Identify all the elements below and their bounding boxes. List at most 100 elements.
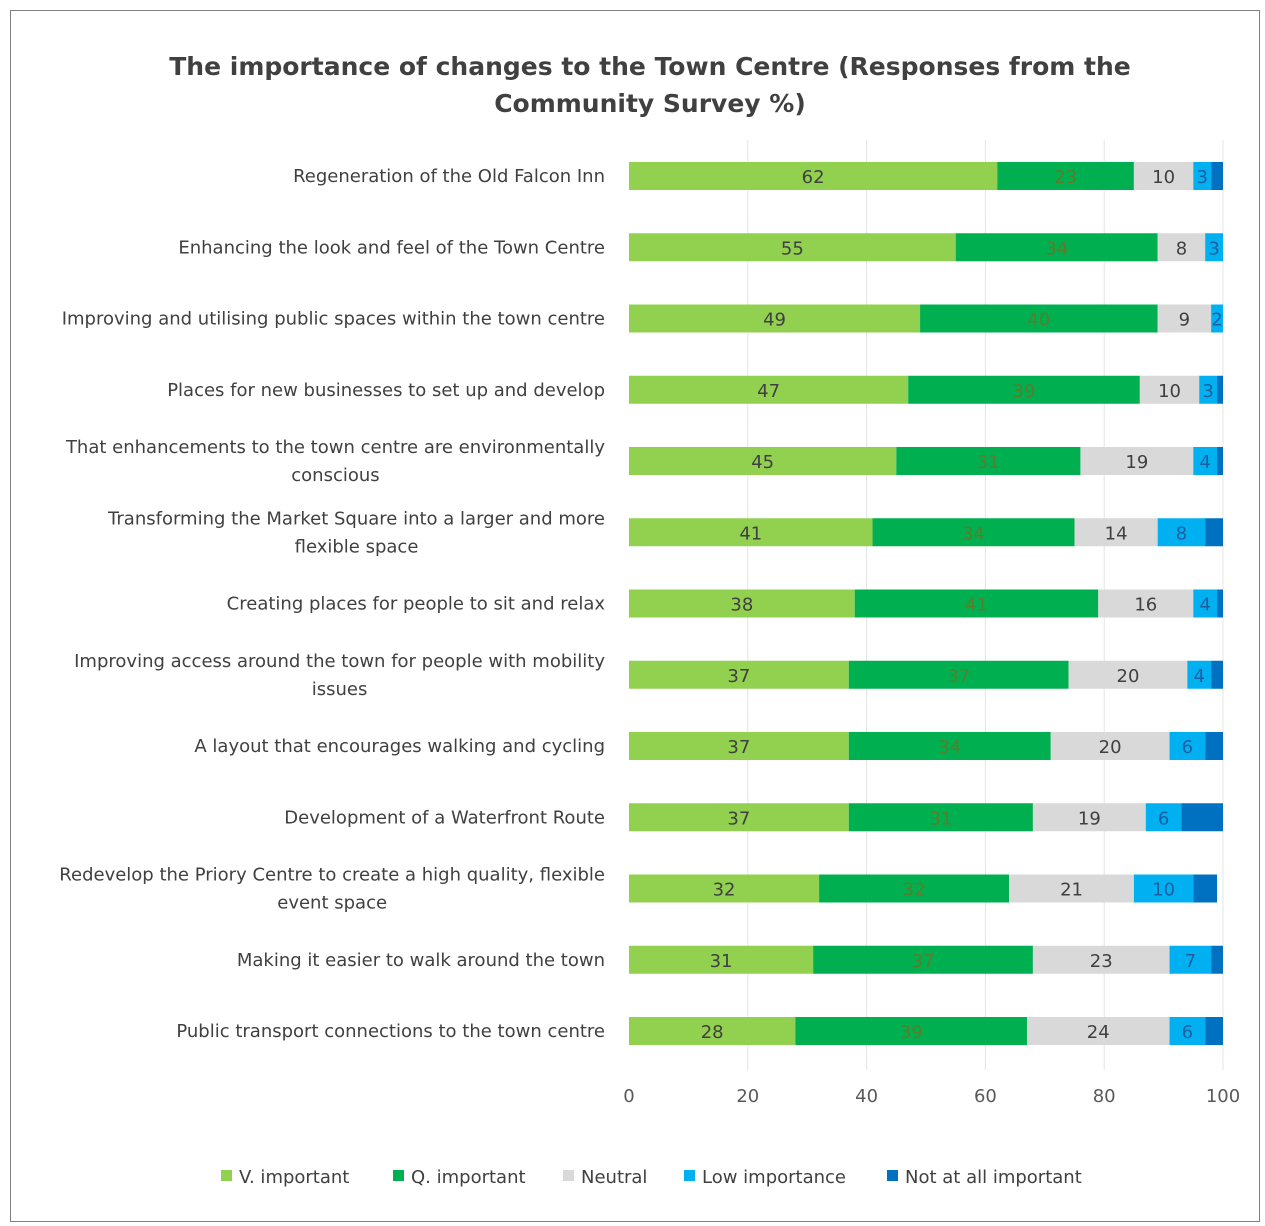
category-label: Public transport connections to the town… — [176, 1021, 605, 1042]
data-label: 39 — [900, 1022, 923, 1043]
bar-segment — [1205, 732, 1223, 760]
bar-segment — [629, 304, 921, 333]
legend-label: Neutral — [581, 1167, 647, 1188]
data-label: 10 — [1152, 167, 1175, 188]
data-label: 2 — [1211, 310, 1222, 331]
data-label: 3 — [1208, 238, 1219, 259]
data-label: 3 — [1202, 381, 1213, 402]
bar-segment — [1211, 162, 1223, 190]
data-label: 55 — [781, 238, 804, 259]
bar-segment — [1205, 1017, 1223, 1045]
bar-segment — [848, 660, 1069, 689]
bar-segment — [872, 518, 1075, 547]
data-label: 8 — [1176, 238, 1187, 259]
bar-segment — [896, 447, 1081, 475]
data-label: 10 — [1158, 381, 1181, 402]
legend-swatch — [684, 1170, 695, 1181]
bar-segment — [1050, 732, 1170, 760]
data-label: 41 — [739, 523, 762, 544]
data-label: 37 — [947, 666, 970, 687]
bar-segment — [1169, 1017, 1206, 1045]
bar-segment — [629, 162, 998, 190]
bar-segment — [1133, 874, 1194, 903]
bar-segment — [1217, 447, 1223, 475]
data-label: 32 — [903, 880, 926, 901]
bar-segment — [1193, 589, 1218, 618]
bar-segment — [920, 304, 1158, 333]
data-label: 6 — [1182, 1022, 1193, 1043]
bar-segment — [1080, 447, 1194, 475]
bar-segment — [1157, 304, 1212, 333]
category-label: A layout that encourages walking and cyc… — [194, 736, 605, 757]
data-label: 62 — [802, 167, 825, 188]
data-label: 38 — [730, 595, 753, 616]
x-tick-label: 40 — [855, 1086, 878, 1107]
bar-segment — [1068, 660, 1188, 689]
bar-segment — [629, 233, 956, 262]
bar-segment — [629, 660, 849, 689]
bar-segment — [1193, 162, 1212, 190]
data-label: 7 — [1185, 951, 1196, 972]
bar-segment — [1032, 945, 1170, 974]
data-label: 8 — [1176, 523, 1187, 544]
bar-segment — [1074, 518, 1158, 547]
data-label: 47 — [757, 381, 780, 402]
bar-segment — [819, 874, 1010, 903]
category-label: Creating places for people to sit and re… — [227, 594, 606, 615]
category-label: Regeneration of the Old Falcon Inn — [293, 166, 605, 187]
data-label: 10 — [1152, 880, 1175, 901]
legend-label: Not at all important — [905, 1167, 1082, 1188]
chart-title: The importance of changes to the Town Ce… — [169, 52, 1131, 118]
x-tick-label: 0 — [623, 1086, 634, 1107]
data-label: 4 — [1199, 595, 1210, 616]
x-tick-label: 20 — [736, 1086, 759, 1107]
data-label: 39 — [1013, 381, 1036, 402]
data-label: 41 — [965, 595, 988, 616]
data-label: 16 — [1134, 595, 1157, 616]
bar-segment — [1098, 589, 1194, 618]
data-label: 19 — [1125, 452, 1148, 473]
bar-segment — [1145, 803, 1182, 832]
bar-segment — [1205, 233, 1223, 262]
bar-segment — [1157, 518, 1206, 547]
data-label: 31 — [977, 452, 1000, 473]
bar-segment — [955, 233, 1158, 262]
bar-segment — [1217, 375, 1223, 404]
data-label: 6 — [1158, 808, 1169, 829]
data-label: 49 — [763, 310, 786, 331]
category-label: Development of a Waterfront Route — [284, 807, 605, 828]
bar-segment — [1217, 589, 1223, 618]
category-label-line2: flexible space — [295, 536, 419, 557]
data-label: 9 — [1179, 310, 1190, 331]
bar-segment — [629, 803, 849, 832]
data-label: 19 — [1078, 808, 1101, 829]
bar-segment — [1211, 304, 1223, 333]
data-label: 31 — [710, 951, 733, 972]
data-label: 34 — [938, 737, 961, 758]
legend-swatch — [887, 1170, 898, 1181]
bar-segment — [1157, 233, 1206, 262]
data-label: 6 — [1182, 737, 1193, 758]
data-label: 32 — [713, 880, 736, 901]
category-label: Improving access around the town for peo… — [74, 651, 605, 672]
category-label: Making it easier to walk around the town — [237, 950, 605, 971]
category-label-line2: conscious — [291, 465, 379, 486]
bar-segment — [908, 375, 1140, 404]
bar-segment — [1026, 1017, 1170, 1045]
bar-segment — [1205, 518, 1223, 547]
bar-segment — [1211, 945, 1223, 974]
bar-segment — [997, 162, 1134, 190]
data-label: 31 — [929, 808, 952, 829]
data-label: 40 — [1027, 310, 1050, 331]
category-label: That enhancements to the town centre are… — [65, 437, 605, 458]
bar-segment — [1211, 660, 1223, 689]
data-label: 45 — [751, 452, 774, 473]
bar-segment — [854, 589, 1099, 618]
bar-segment — [1133, 162, 1194, 190]
bar-segment — [1169, 732, 1206, 760]
legend-swatch — [563, 1170, 574, 1181]
category-label-line2: issues — [312, 679, 368, 700]
data-label: 34 — [962, 523, 985, 544]
bar-segment — [629, 874, 820, 903]
data-label: 23 — [1090, 951, 1113, 972]
